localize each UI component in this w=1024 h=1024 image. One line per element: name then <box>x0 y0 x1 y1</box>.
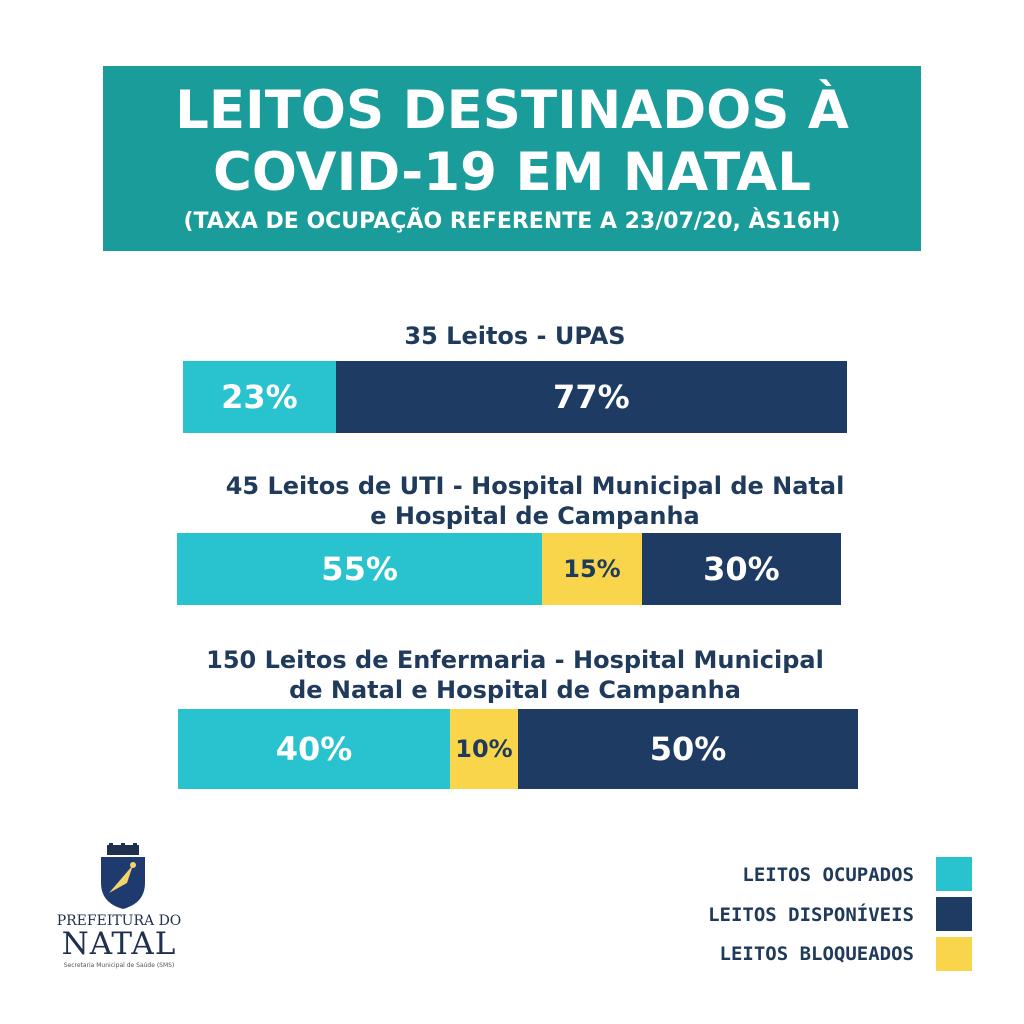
data-label: 10% <box>455 735 513 763</box>
bar-segment-leitos-dispon-veis: 77% <box>335 361 847 433</box>
bar-segment-leitos-ocupados: 23% <box>183 361 336 433</box>
legend-swatch-occupied <box>936 857 972 891</box>
bar-segment-leitos-dispon-veis: 30% <box>641 533 841 605</box>
group-title-uti: 45 Leitos de UTI - Hospital Municipal de… <box>225 472 845 530</box>
data-label: 23% <box>221 378 298 416</box>
prefeitura-logo: PREFEITURA DO NATAL Secretaria Municipal… <box>55 843 185 973</box>
legend-label-available: LEITOS DISPONÍVEIS <box>708 904 914 926</box>
data-label: 55% <box>321 550 398 588</box>
bar-upas: 23% 77% <box>183 361 847 433</box>
header-title-line2: COVID-19 EM NATAL <box>213 142 811 203</box>
bar-enfermaria: 40% 10% 50% <box>178 709 858 789</box>
legend-swatch-available <box>936 897 972 931</box>
bar-segment-leitos-ocupados: 55% <box>177 533 543 605</box>
legend-label-occupied: LEITOS OCUPADOS <box>742 864 914 886</box>
header-title-line1: LEITOS DESTINADOS À <box>175 80 849 141</box>
bar-segment-leitos-dispon-veis: 50% <box>518 709 858 789</box>
logo-line3: Secretaria Municipal de Saúde (SMS) <box>63 962 175 969</box>
header-banner: LEITOS DESTINADOS À COVID-19 EM NATAL (T… <box>103 66 921 251</box>
logo-line2: NATAL <box>61 926 177 962</box>
header-subtitle: (TAXA DE OCUPAÇÃO REFERENTE A 23/07/20, … <box>183 209 841 234</box>
bar-segment-leitos-bloqueados: 15% <box>542 533 642 605</box>
bar-uti: 55% 15% 30% <box>177 533 841 605</box>
legend-swatch-blocked <box>936 937 972 971</box>
data-label: 77% <box>553 378 630 416</box>
coat-of-arms-icon <box>101 843 145 909</box>
data-label: 15% <box>563 555 621 583</box>
logo-line1: PREFEITURA DO <box>56 913 182 929</box>
group-title-enfermaria: 150 Leitos de Enfermaria - Hospital Muni… <box>206 646 824 704</box>
legend-label-blocked: LEITOS BLOQUEADOS <box>719 943 914 965</box>
bar-segment-leitos-ocupados: 40% <box>178 709 450 789</box>
bar-segment-leitos-bloqueados: 10% <box>450 709 518 789</box>
data-label: 40% <box>275 730 353 768</box>
data-label: 30% <box>703 550 780 588</box>
data-label: 50% <box>649 730 727 768</box>
group-title-upas: 35 Leitos - UPAS <box>404 322 626 350</box>
